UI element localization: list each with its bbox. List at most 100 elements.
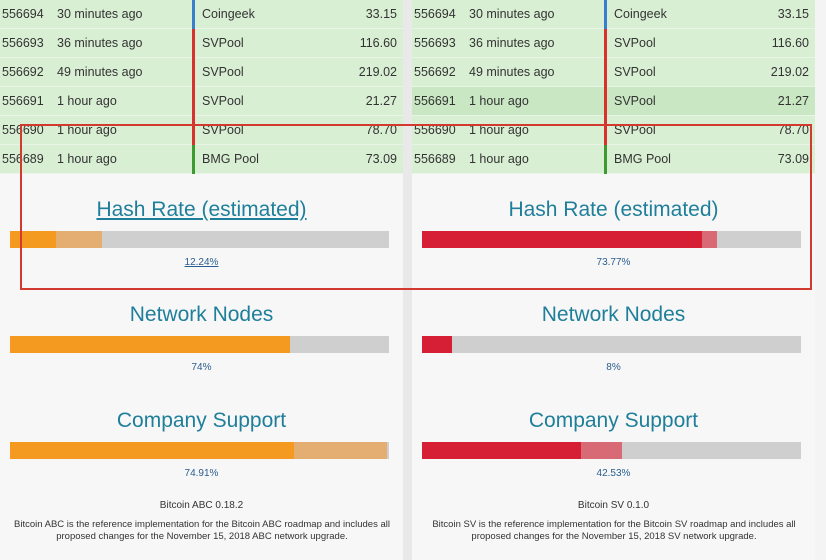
abc-support-primary-fill	[10, 442, 294, 459]
block-height: 556690	[412, 115, 469, 145]
abc-hash-rate-title[interactable]: Hash Rate (estimated)	[96, 198, 307, 221]
block-row[interactable]: 556692 49 minutes ago SVPool 219.02	[0, 57, 403, 87]
block-time: 1 hour ago	[57, 86, 194, 116]
block-row[interactable]: 556693 36 minutes ago SVPool 116.60	[0, 28, 403, 58]
abc-nodes-primary-fill	[10, 336, 291, 353]
block-time: 49 minutes ago	[469, 57, 606, 87]
block-pool: SVPool	[192, 28, 327, 58]
block-height: 556694	[0, 0, 57, 29]
sv-hash-rate-title: Hash Rate (estimated)	[508, 198, 719, 221]
sv-nodes-bar	[422, 336, 801, 353]
block-time: 1 hour ago	[469, 144, 606, 174]
block-pool: SVPool	[192, 115, 327, 145]
block-size: 73.09	[327, 144, 403, 174]
block-row[interactable]: 556690 1 hour ago SVPool 78.70	[0, 115, 403, 145]
sv-support-secondary-fill	[581, 442, 623, 459]
block-height: 556690	[0, 115, 57, 145]
sv-support-section: Company Support 42.53%	[412, 406, 815, 481]
block-time: 1 hour ago	[469, 115, 606, 145]
abc-hash-rate-section: Hash Rate (estimated) 12.24%	[0, 195, 403, 270]
block-height: 556691	[412, 86, 469, 116]
sv-support-value: 42.53%	[596, 468, 631, 479]
block-height: 556693	[412, 28, 469, 58]
sv-hash-rate-bar	[422, 231, 801, 248]
block-row[interactable]: 556689 1 hour ago BMG Pool 73.09	[412, 144, 815, 174]
block-size: 219.02	[327, 57, 403, 87]
sv-support-primary-fill	[422, 442, 582, 459]
sv-hash-rate-section: Hash Rate (estimated) 73.77%	[412, 195, 815, 270]
sv-version: Bitcoin SV 0.1.0	[577, 500, 650, 511]
block-height: 556693	[0, 28, 57, 58]
block-row[interactable]: 556691 1 hour ago SVPool 21.27	[412, 86, 815, 116]
block-size: 33.15	[739, 0, 815, 29]
sv-nodes-title: Network Nodes	[541, 303, 686, 326]
block-row[interactable]: 556689 1 hour ago BMG Pool 73.09	[0, 144, 403, 174]
block-row[interactable]: 556692 49 minutes ago SVPool 219.02	[412, 57, 815, 87]
block-row[interactable]: 556694 30 minutes ago Coingeek 33.15	[0, 0, 403, 29]
block-pool: SVPool	[192, 57, 327, 87]
block-time: 36 minutes ago	[469, 28, 606, 58]
abc-hash-rate-primary-fill	[10, 231, 57, 248]
sv-hash-rate-value: 73.77%	[596, 257, 631, 268]
block-pool: SVPool	[604, 28, 739, 58]
abc-support-title: Company Support	[116, 409, 287, 432]
block-time: 1 hour ago	[57, 144, 194, 174]
block-height: 556694	[412, 0, 469, 29]
block-pool: SVPool	[192, 86, 327, 116]
block-height: 556689	[412, 144, 469, 174]
block-row[interactable]: 556693 36 minutes ago SVPool 116.60	[412, 28, 815, 58]
block-time: 1 hour ago	[469, 86, 606, 116]
block-time: 30 minutes ago	[57, 0, 194, 29]
block-size: 21.27	[739, 86, 815, 116]
abc-support-secondary-fill	[293, 442, 388, 459]
abc-support-bar	[10, 442, 389, 459]
block-pool: SVPool	[604, 86, 739, 116]
column-divider	[403, 0, 412, 560]
sv-hash-rate-secondary-fill	[701, 231, 717, 248]
block-size: 73.09	[739, 144, 815, 174]
sv-hash-rate-primary-fill	[422, 231, 702, 248]
block-size: 21.27	[327, 86, 403, 116]
block-size: 78.70	[327, 115, 403, 145]
block-height: 556689	[0, 144, 57, 174]
abc-hash-rate-secondary-fill	[56, 231, 102, 248]
abc-nodes-bar	[10, 336, 389, 353]
block-row[interactable]: 556694 30 minutes ago Coingeek 33.15	[412, 0, 815, 29]
block-pool: Coingeek	[604, 0, 739, 29]
block-pool: SVPool	[604, 115, 739, 145]
abc-support-value: 74.91%	[184, 468, 219, 479]
block-time: 30 minutes ago	[469, 0, 606, 29]
block-size: 116.60	[327, 28, 403, 58]
sv-blocks-table: 556694 30 minutes ago Coingeek 33.15 556693 3…	[412, 0, 815, 174]
block-time: 1 hour ago	[57, 115, 194, 145]
sv-support-bar	[422, 442, 801, 459]
block-size: 78.70	[739, 115, 815, 145]
block-height: 556692	[412, 57, 469, 87]
sv-column: 556694 30 minutes ago Coingeek 33.15 556693 3…	[412, 0, 815, 560]
sv-nodes-primary-fill	[422, 336, 453, 353]
sv-nodes-section: Network Nodes 8%	[412, 300, 815, 375]
block-row[interactable]: 556691 1 hour ago SVPool 21.27	[0, 86, 403, 116]
block-pool: Coingeek	[192, 0, 327, 29]
block-time: 36 minutes ago	[57, 28, 194, 58]
block-pool: BMG Pool	[192, 144, 327, 174]
abc-version: Bitcoin ABC 0.18.2	[159, 500, 244, 511]
abc-description: Bitcoin ABC is the reference implementat…	[14, 519, 390, 542]
block-height: 556692	[0, 57, 57, 87]
abc-hash-rate-value[interactable]: 12.24%	[184, 257, 219, 268]
sv-description: Bitcoin SV is the reference implementati…	[432, 519, 796, 542]
sv-support-title: Company Support	[528, 409, 699, 432]
block-height: 556691	[0, 86, 57, 116]
block-pool: SVPool	[604, 57, 739, 87]
abc-blocks-table: 556694 30 minutes ago Coingeek 33.15 556693 3…	[0, 0, 403, 174]
block-pool: BMG Pool	[604, 144, 739, 174]
block-size: 116.60	[739, 28, 815, 58]
block-size: 33.15	[327, 0, 403, 29]
sv-nodes-value: 8%	[606, 362, 621, 373]
block-size: 219.02	[739, 57, 815, 87]
abc-column: 556694 30 minutes ago Coingeek 33.15 556693 3…	[0, 0, 403, 560]
block-time: 49 minutes ago	[57, 57, 194, 87]
abc-nodes-title: Network Nodes	[129, 303, 274, 326]
block-row[interactable]: 556690 1 hour ago SVPool 78.70	[412, 115, 815, 145]
abc-nodes-value: 74%	[191, 362, 212, 373]
